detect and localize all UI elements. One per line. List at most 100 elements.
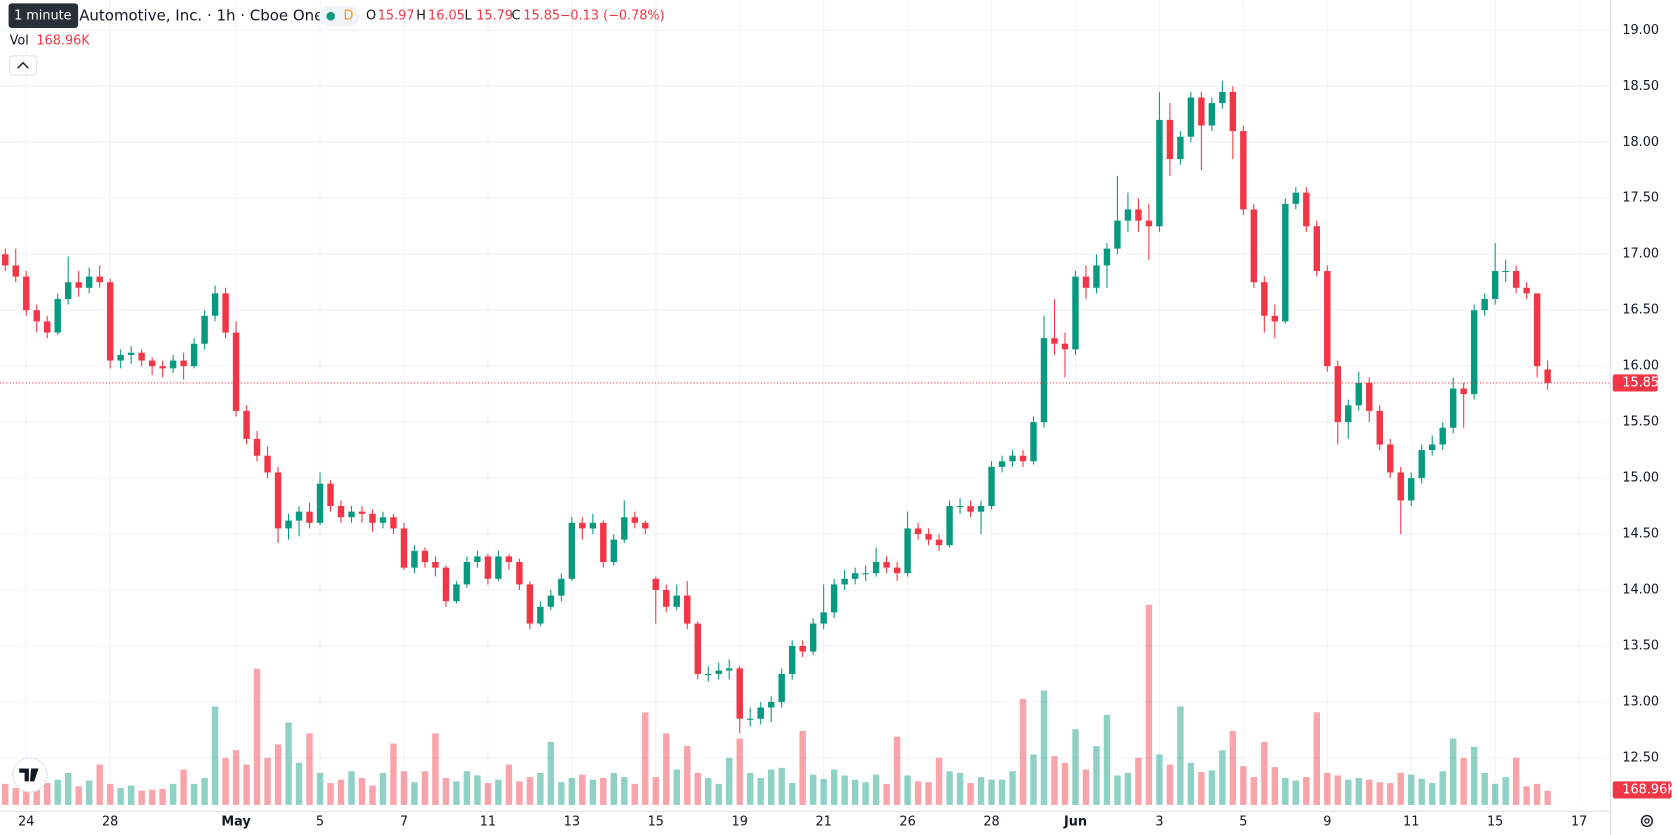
volume-bar: [1418, 778, 1425, 805]
y-tick-label: 13.00: [1622, 694, 1659, 709]
candle-body: [1324, 271, 1331, 367]
volume-bar: [463, 771, 471, 805]
volume-bar: [872, 774, 880, 805]
interval-badge[interactable]: D: [344, 9, 354, 24]
tooltip-box: [8, 3, 79, 28]
volume-bar: [956, 772, 964, 805]
volume-bar: [1533, 783, 1541, 805]
candle-body: [778, 673, 785, 702]
volume-bar: [33, 789, 40, 805]
volume-bar: [75, 786, 82, 805]
market-status-dot[interactable]: [326, 11, 335, 21]
candle-body: [914, 528, 922, 535]
volume-bar: [285, 722, 292, 805]
volume-bar: [600, 777, 607, 805]
candle-body: [379, 517, 387, 523]
volume-bar: [673, 769, 680, 805]
x-tick-label: 9: [1323, 815, 1331, 830]
volume-bar: [883, 783, 890, 805]
status-pill: [318, 6, 360, 26]
volume-bar: [642, 712, 649, 805]
candle-body: [75, 282, 82, 288]
chevron-icon: [17, 61, 29, 69]
candle-body: [589, 522, 597, 529]
y-tick-label: 17.00: [1622, 247, 1659, 262]
candle-body: [348, 511, 355, 518]
candle-body: [1187, 97, 1195, 137]
candle-body: [516, 562, 523, 585]
collapse-button[interactable]: [9, 55, 37, 76]
candle-body: [967, 506, 974, 512]
candle-body: [935, 539, 943, 546]
volume-bar: [23, 785, 30, 805]
candle-body: [1082, 276, 1090, 288]
candle-body: [2, 254, 9, 266]
candle-body: [579, 522, 586, 529]
y-tick-label: 17.50: [1622, 191, 1659, 206]
tradingview-logo[interactable]: [12, 757, 48, 793]
volume-bar: [547, 741, 555, 805]
x-tick-label: 5: [1239, 815, 1247, 830]
volume-bar: [274, 744, 282, 805]
y-tick-label: 12.50: [1622, 750, 1659, 765]
candle-body: [1544, 369, 1551, 383]
candle-body: [421, 550, 429, 563]
volume-bar: [232, 750, 240, 805]
candle-body: [316, 483, 324, 523]
volume-bar: [914, 781, 922, 805]
volume-bar: [726, 757, 733, 805]
volume-bar: [379, 772, 387, 805]
volume-bar: [1428, 783, 1436, 805]
volume-bar: [1355, 777, 1362, 805]
volume-bar: [369, 785, 376, 805]
volume-bar: [2, 783, 9, 805]
candle-body: [159, 366, 166, 369]
volume-bar: [946, 771, 953, 805]
candle-body: [1072, 276, 1079, 350]
candle-body: [1282, 203, 1289, 322]
volume-bar: [453, 781, 460, 805]
candle-body: [1261, 282, 1268, 316]
volume-bar: [1072, 729, 1079, 805]
volume-bar: [1261, 741, 1268, 805]
candle-body: [883, 562, 890, 568]
volume-bar: [1229, 730, 1237, 805]
candle-body: [726, 668, 733, 671]
low-value: 15.79: [476, 9, 513, 24]
last-price-box: [1612, 374, 1658, 392]
volume-bar: [1387, 783, 1394, 805]
candle-body: [1145, 220, 1153, 227]
candle-body: [295, 511, 303, 521]
volume-bar: [1114, 775, 1121, 805]
candle-body: [673, 595, 680, 607]
volume-bar: [1219, 750, 1226, 805]
candle-body: [600, 522, 607, 563]
volume-bar: [1187, 762, 1195, 805]
volume-pane: [2, 604, 1551, 805]
volume-bar: [893, 736, 901, 805]
candle-body: [820, 612, 827, 624]
candle-body: [358, 511, 366, 514]
candle-body: [64, 282, 72, 299]
volume-bar: [851, 779, 859, 805]
candle-body: [1114, 220, 1121, 249]
x-tick-label: 13: [564, 815, 580, 830]
candle-body: [684, 595, 691, 624]
candle-body: [484, 556, 492, 579]
settings-icon[interactable]: [1640, 814, 1654, 827]
volume-bar: [631, 783, 638, 805]
volume-bar: [96, 764, 103, 805]
volume-bar: [1124, 772, 1132, 805]
volume-bar: [442, 777, 450, 805]
volume-bar: [180, 769, 187, 805]
volume-bar: [148, 789, 156, 805]
candle-body: [33, 310, 40, 322]
volume-bar: [44, 783, 51, 805]
x-tick-label: 28: [102, 815, 118, 830]
legend: 1 minute Automotive, Inc. · 1h · Cboe On…: [8, 3, 665, 76]
candle-body: [1481, 298, 1488, 311]
candle-body: [148, 360, 156, 367]
volume-bar: [778, 767, 785, 805]
volume-bar: [1366, 779, 1373, 805]
candle-body: [1334, 366, 1341, 423]
